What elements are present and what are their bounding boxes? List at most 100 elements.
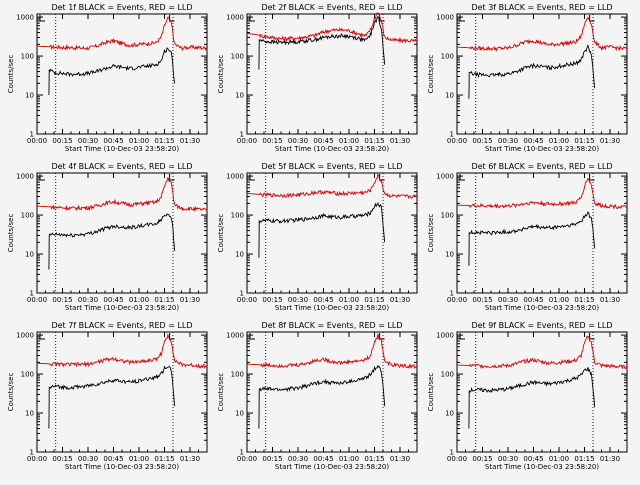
plot-title: Det 3f BLACK = Events, RED = LLD bbox=[471, 3, 612, 12]
series-line-events bbox=[258, 15, 386, 70]
corner-bracket-right bbox=[589, 333, 595, 340]
y-axis-label: Counts/sec bbox=[217, 373, 225, 412]
y-tick-label: 1000 bbox=[436, 14, 454, 22]
series-line-lld bbox=[37, 177, 208, 212]
x-axis-label: Start Time (10-Dec-03 23:58:20) bbox=[485, 145, 599, 153]
series-line-lld bbox=[457, 177, 627, 210]
x-tick-label: 00:15 bbox=[472, 455, 492, 463]
x-tick-label: 01:15 bbox=[364, 137, 384, 145]
x-tick-label: 01:15 bbox=[574, 296, 594, 304]
x-tick-label: 01:15 bbox=[154, 296, 174, 304]
x-axis-label: Start Time (10-Dec-03 23:58:20) bbox=[65, 463, 179, 471]
x-tick-label: 00:45 bbox=[523, 296, 543, 304]
series-line-lld bbox=[37, 333, 207, 369]
y-tick-label: 100 bbox=[441, 53, 454, 61]
x-tick-label: 00:15 bbox=[472, 137, 492, 145]
corner-bracket-left bbox=[39, 15, 45, 22]
corner-bracket-left bbox=[39, 333, 45, 340]
plot-panel-8: Det 8f BLACK = Events, RED = LLD 1 10 100 10… bbox=[217, 321, 418, 471]
y-tick-label: 1 bbox=[240, 290, 244, 298]
x-tick-label: 01:15 bbox=[154, 137, 174, 145]
y-tick-label: 1000 bbox=[16, 14, 34, 22]
y-tick-label: 10 bbox=[25, 410, 34, 418]
y-tick-label: 10 bbox=[235, 92, 244, 100]
y-tick-label: 10 bbox=[445, 92, 454, 100]
series-line-lld bbox=[36, 16, 207, 52]
x-tick-label: 01:30 bbox=[180, 296, 200, 304]
x-tick-label: 00:45 bbox=[103, 296, 123, 304]
y-tick-label: 1000 bbox=[226, 173, 244, 181]
x-tick-label: 01:00 bbox=[549, 137, 569, 145]
x-tick-label: 00:30 bbox=[78, 137, 98, 145]
corner-bracket-left bbox=[249, 174, 255, 181]
plot-title: Det 7f BLACK = Events, RED = LLD bbox=[51, 321, 192, 330]
x-tick-label: 01:15 bbox=[154, 455, 174, 463]
x-tick-label: 00:00 bbox=[27, 455, 47, 463]
x-axis-label: Start Time (10-Dec-03 23:58:20) bbox=[485, 463, 599, 471]
x-tick-label: 00:00 bbox=[447, 455, 467, 463]
x-tick-label: 01:00 bbox=[339, 296, 359, 304]
x-axis-label: Start Time (10-Dec-03 23:58:20) bbox=[275, 145, 389, 153]
y-tick-label: 10 bbox=[445, 410, 454, 418]
x-tick-label: 00:00 bbox=[237, 296, 257, 304]
y-axis-label: Counts/sec bbox=[7, 373, 15, 412]
x-tick-label: 01:00 bbox=[549, 455, 569, 463]
x-tick-label: 00:30 bbox=[498, 137, 518, 145]
x-tick-label: 01:30 bbox=[600, 137, 620, 145]
y-tick-label: 1 bbox=[450, 131, 454, 139]
x-tick-label: 01:30 bbox=[390, 296, 410, 304]
y-tick-label: 1 bbox=[30, 290, 34, 298]
y-tick-label: 1000 bbox=[16, 332, 34, 340]
plot-panel-5: Det 5f BLACK = Events, RED = LLD 1 10 100 10… bbox=[217, 162, 418, 312]
series-line-events bbox=[258, 364, 386, 429]
corner-bracket-right bbox=[589, 174, 595, 181]
x-tick-label: 00:00 bbox=[447, 137, 467, 145]
series-line-events bbox=[258, 202, 386, 258]
series-line-lld bbox=[246, 333, 417, 370]
x-tick-label: 00:30 bbox=[78, 296, 98, 304]
y-tick-label: 1000 bbox=[226, 14, 244, 22]
plot-title: Det 4f BLACK = Events, RED = LLD bbox=[51, 162, 192, 171]
series-line-lld bbox=[457, 335, 628, 370]
series-line-events bbox=[48, 213, 176, 270]
x-tick-label: 00:45 bbox=[313, 137, 333, 145]
y-tick-label: 10 bbox=[25, 92, 34, 100]
y-tick-label: 100 bbox=[21, 212, 34, 220]
plot-panel-7: Det 7f BLACK = Events, RED = LLD 1 10 100 10… bbox=[7, 321, 208, 471]
x-tick-label: 01:00 bbox=[549, 296, 569, 304]
plot-panel-2: Det 2f BLACK = Events, RED = LLD 1 10 100 10… bbox=[217, 3, 418, 153]
x-tick-label: 01:00 bbox=[339, 455, 359, 463]
plot-title: Det 5f BLACK = Events, RED = LLD bbox=[261, 162, 402, 171]
plot-frame bbox=[246, 172, 418, 294]
x-tick-label: 00:00 bbox=[237, 137, 257, 145]
y-tick-label: 1 bbox=[30, 449, 34, 457]
y-tick-label: 10 bbox=[235, 410, 244, 418]
x-axis-label: Start Time (10-Dec-03 23:58:20) bbox=[275, 304, 389, 312]
y-tick-label: 100 bbox=[441, 212, 454, 220]
plot-panel-3: Det 3f BLACK = Events, RED = LLD 1 10 100 10… bbox=[427, 3, 628, 153]
plot-panel-9: Det 9f BLACK = Events, RED = LLD 1 10 100 10… bbox=[427, 321, 628, 471]
series-line-lld bbox=[247, 173, 417, 200]
corner-bracket-left bbox=[39, 174, 45, 181]
y-tick-label: 1 bbox=[240, 449, 244, 457]
y-tick-label: 100 bbox=[231, 371, 244, 379]
y-axis-label: Counts/sec bbox=[217, 55, 225, 94]
x-tick-label: 01:30 bbox=[180, 455, 200, 463]
y-tick-label: 100 bbox=[231, 212, 244, 220]
series-line-events bbox=[48, 365, 176, 429]
x-tick-label: 00:00 bbox=[447, 296, 467, 304]
plot-frame bbox=[36, 331, 208, 453]
y-tick-label: 10 bbox=[25, 251, 34, 259]
corner-bracket-right bbox=[379, 174, 385, 181]
y-tick-label: 1000 bbox=[436, 173, 454, 181]
y-axis-label: Counts/sec bbox=[427, 214, 435, 253]
x-tick-label: 00:00 bbox=[237, 455, 257, 463]
x-tick-label: 01:30 bbox=[390, 455, 410, 463]
x-axis-label: Start Time (10-Dec-03 23:58:20) bbox=[485, 304, 599, 312]
x-tick-label: 00:15 bbox=[262, 137, 282, 145]
x-axis-label: Start Time (10-Dec-03 23:58:20) bbox=[65, 145, 179, 153]
series-line-lld bbox=[457, 16, 627, 52]
x-tick-label: 01:00 bbox=[129, 137, 149, 145]
x-tick-label: 00:45 bbox=[523, 455, 543, 463]
x-axis-label: Start Time (10-Dec-03 23:58:20) bbox=[65, 304, 179, 312]
